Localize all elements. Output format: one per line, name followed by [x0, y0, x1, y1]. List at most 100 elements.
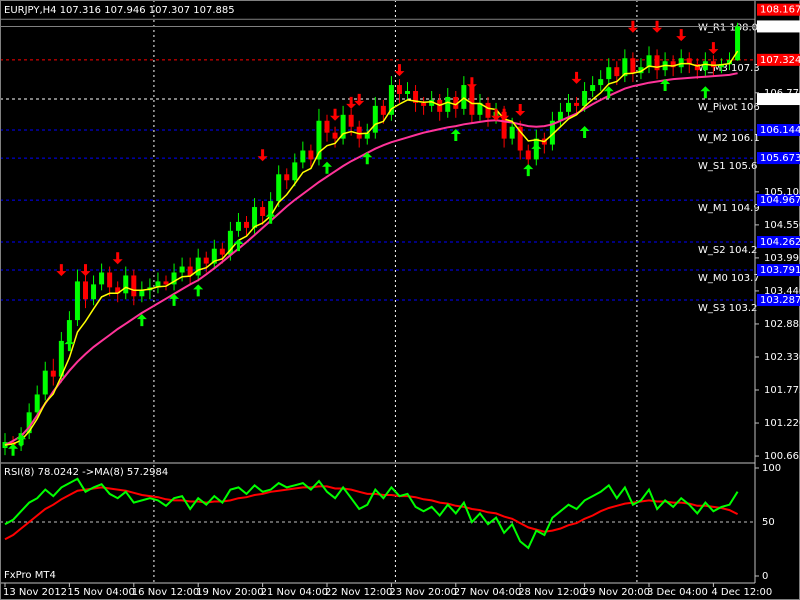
y-tick-label: 102.330	[764, 352, 800, 363]
candle-body	[477, 102, 483, 115]
candle-body	[598, 79, 604, 86]
level-name: W_M1 104.9	[698, 203, 760, 214]
price-box	[757, 124, 800, 137]
rsi-line	[4, 477, 739, 550]
rsi-tick-label: 100	[762, 463, 781, 474]
candle-body	[694, 64, 700, 71]
price-box	[757, 93, 800, 106]
sell-arrow	[330, 108, 341, 121]
sell-arrow	[627, 20, 638, 33]
watermark: FxPro MT4	[4, 570, 56, 581]
level-name: W_M0 103.7	[698, 273, 760, 284]
candle-body	[686, 58, 692, 65]
candle-body	[42, 370, 48, 395]
candle-body	[300, 150, 306, 163]
buy-arrow	[603, 86, 614, 99]
candle-body	[66, 320, 72, 341]
buy-arrow	[660, 79, 671, 92]
levels-layer: W_R1 108.0 W_M3 107.3 W_Pivot 106 W_M2 106.…	[0, 0, 760, 583]
candle-body	[646, 55, 652, 68]
candle-body	[678, 58, 684, 68]
level-name: W_S2 104.2	[698, 245, 757, 256]
y-tick-label: 104.550	[764, 220, 800, 231]
candle-body	[179, 266, 185, 273]
candle-body	[2, 442, 8, 449]
buy-arrow	[193, 284, 204, 297]
x-tick-label: 16 Nov 12:00	[132, 587, 199, 598]
sell-arrow	[652, 20, 663, 33]
candle-body	[91, 284, 97, 300]
rsi-tick-label: 50	[762, 517, 775, 528]
buy-arrow	[265, 211, 276, 224]
candle-body	[155, 281, 161, 288]
sell-arrow	[80, 264, 91, 277]
sell-arrow	[354, 93, 365, 106]
sell-arrow	[112, 252, 123, 265]
sell-arrow	[708, 42, 719, 55]
price-box-label: 107.885	[760, 21, 800, 32]
price-box	[757, 264, 800, 277]
level-name: W_M3 107.3	[698, 63, 760, 74]
candle-body	[308, 150, 314, 160]
candle-body	[340, 114, 346, 139]
sell-arrow	[394, 64, 405, 77]
price-box-label: 104.967	[760, 195, 800, 206]
price-box	[757, 194, 800, 207]
candle-body	[235, 221, 241, 231]
candle-body	[396, 85, 402, 94]
candle-body	[292, 162, 298, 181]
candle-body	[244, 221, 249, 228]
x-tick-label: 27 Nov 04:00	[454, 587, 521, 598]
x-tick-label: 4 Dec 12:00	[711, 587, 772, 598]
buy-arrow	[362, 152, 373, 165]
candle-body	[654, 55, 660, 71]
candle-body	[469, 85, 475, 115]
price-box	[757, 3, 800, 16]
candle-body	[566, 102, 571, 112]
candle-body	[324, 120, 330, 133]
x-tick-label: 28 Nov 12:00	[518, 587, 585, 598]
candle-body	[574, 102, 580, 106]
level-name: W_M2 106.1	[698, 133, 760, 144]
candle-body	[123, 275, 129, 294]
candle-body	[421, 102, 427, 106]
candle-body	[429, 99, 435, 106]
candle-body	[50, 370, 56, 377]
price-box-label: 106.665	[760, 94, 800, 105]
candle-body	[139, 290, 145, 297]
candle-body	[99, 272, 105, 285]
sell-arrow	[571, 71, 582, 84]
sell-arrow	[257, 149, 268, 162]
x-tick-label: 19 Nov 20:00	[196, 587, 263, 598]
candle-body	[316, 120, 322, 160]
fast-ma	[4, 50, 739, 446]
sell-arrow	[515, 104, 526, 117]
candle-body	[332, 132, 338, 139]
candle-body	[131, 275, 137, 297]
candle-body	[388, 85, 394, 115]
candle-body	[638, 67, 644, 74]
rsi-tick-label: 0	[762, 571, 768, 582]
sell-arrow	[56, 264, 67, 277]
candle-body	[670, 61, 676, 68]
y-tick-label: 101.775	[764, 385, 800, 396]
candle-body	[171, 272, 177, 285]
candle-body	[614, 67, 620, 77]
sell-arrow	[346, 96, 357, 109]
candle-body	[211, 248, 217, 264]
candle-body	[501, 111, 507, 139]
marks-layer	[2, 20, 741, 550]
candle-body	[582, 91, 588, 106]
level-name: W_S1 105.6	[698, 161, 757, 172]
candle-body	[445, 96, 451, 112]
x-tick-label: 22 Nov 12:00	[325, 587, 392, 598]
candle-body	[268, 201, 274, 216]
sell-arrow	[491, 108, 502, 121]
candle-body	[260, 207, 266, 216]
level-name: W_Pivot 106	[698, 102, 760, 113]
candle-body	[276, 174, 282, 202]
y-tick-label: 103.440	[764, 286, 800, 297]
candle-body	[405, 91, 410, 94]
candle-body	[74, 281, 80, 321]
